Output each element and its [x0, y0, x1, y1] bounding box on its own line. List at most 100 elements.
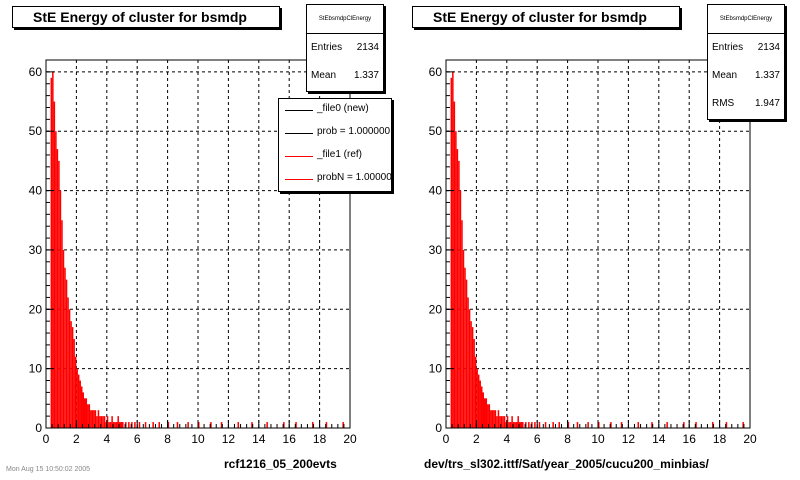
histogram-bar: [450, 77, 453, 428]
x-tick-label: 12: [622, 432, 636, 446]
histogram-bar: [111, 416, 113, 428]
histogram-bar: [651, 422, 653, 428]
histogram-bar: [114, 422, 116, 428]
histogram-bar: [79, 380, 81, 428]
histogram-bar: [134, 422, 136, 428]
histogram-bar: [567, 422, 570, 428]
x-tick-label: 10: [191, 432, 205, 446]
x-tick-label: 14: [252, 432, 266, 446]
histogram-bar: [106, 416, 109, 428]
histogram-bar: [666, 422, 668, 428]
x-tick-label: 0: [443, 432, 450, 446]
histogram-bar: [505, 422, 507, 428]
histogram-bar: [473, 338, 475, 428]
histogram-bar: [283, 422, 285, 428]
x-tick-label: 2: [473, 432, 480, 446]
x-tick-label: 2: [73, 432, 80, 446]
histogram-bar: [105, 422, 107, 428]
legend-entry: _file1 (ref): [279, 145, 391, 168]
histogram-bar: [453, 101, 456, 428]
histogram-bar: [517, 416, 519, 428]
x-tick-label: 18: [313, 432, 327, 446]
histogram-bar: [176, 422, 179, 428]
histogram-bar: [518, 422, 521, 428]
histogram-bar: [53, 101, 56, 428]
x-tick-label: 4: [103, 432, 110, 446]
legend-label: probN = 1.000000: [317, 172, 392, 183]
histogram-bar: [695, 422, 697, 428]
legend-entry: prob = 1.000000: [279, 122, 391, 145]
x-tick-label: 16: [683, 432, 697, 446]
histogram-bar: [461, 220, 463, 428]
histogram-bar: [484, 398, 486, 428]
histogram-bar: [502, 416, 504, 428]
x-tick-label: 20: [743, 432, 757, 446]
histogram-bar: [476, 368, 478, 428]
histogram-bar: [312, 422, 314, 428]
footer-date: Mon Aug 15 10:50:02 2005: [6, 466, 91, 473]
x-tick-label: 18: [713, 432, 727, 446]
stats-mean-value: 1.337: [353, 70, 379, 81]
legend-line: [285, 179, 313, 180]
stats-entries-value: 2134: [757, 42, 780, 53]
stats-mean-row: Mean 1.337: [708, 62, 784, 90]
histogram-bar: [65, 279, 68, 428]
y-tick-label: 50: [29, 124, 43, 138]
histogram-bar: [576, 422, 579, 428]
histogram-bar: [102, 416, 104, 428]
histogram-bar: [512, 422, 515, 428]
y-tick-label: 20: [429, 302, 443, 316]
histogram-bar: [117, 416, 119, 428]
histogram-right: 0 2 4 6 8 10 12 14 16 18 20 0 10 20 30 40 50 60: [429, 59, 757, 446]
histogram-bar: [491, 410, 494, 428]
histogram-bar: [109, 422, 112, 428]
x-tick-label: 12: [222, 432, 236, 446]
histogram-bar: [85, 398, 88, 428]
histogram-bar: [87, 404, 89, 428]
histogram-bar: [500, 416, 503, 428]
x-tick-label: 0: [43, 432, 50, 446]
histogram-bar: [295, 422, 297, 428]
y-tick-label: 60: [29, 65, 43, 79]
histogram-bar: [80, 386, 83, 428]
stats-name: StEbsmdpClEnergy: [708, 5, 784, 34]
x-tick-label: 4: [503, 432, 510, 446]
x-tick-label: 8: [564, 432, 571, 446]
histogram-bar: [479, 380, 481, 428]
legend-line: [285, 133, 313, 134]
histogram-bar: [61, 220, 63, 428]
y-tick-label: 40: [29, 184, 43, 198]
histogram-bar: [485, 398, 488, 428]
histogram-bar: [637, 422, 640, 428]
histogram-bar: [76, 368, 78, 428]
histogram-bar: [598, 422, 600, 428]
stats-box-right: StEbsmdpClEnergy Entries 2134 Mean 1.337…: [707, 4, 785, 120]
y-tick-label: 50: [429, 124, 443, 138]
stats-mean-label: Mean: [712, 70, 738, 81]
histogram-bar: [82, 392, 84, 428]
histogram-bar: [112, 422, 115, 428]
histogram-bar: [496, 416, 498, 428]
histogram-bar: [100, 416, 103, 428]
caption-right: dev/trs_sl302.ittf/Sat/year_2005/cucu200…: [424, 457, 709, 471]
histogram-bar: [125, 422, 127, 428]
stats-rms-row: RMS 1.947: [708, 90, 784, 118]
histogram-bar: [525, 422, 527, 428]
histogram-bar: [96, 416, 98, 428]
histogram-bar: [74, 356, 77, 428]
histogram-bar: [552, 422, 554, 428]
histogram-bar: [220, 422, 223, 428]
stats-box-left: StEbsmdpClEnergy Entries 2134 Mean 1.337: [306, 4, 384, 92]
legend-entry: probN = 1.000000: [279, 168, 391, 191]
histogram-bar: [455, 131, 457, 428]
histogram-bar: [494, 410, 497, 428]
legend-label: prob = 1.000000: [317, 126, 391, 137]
stats-mean-value: 1.337: [754, 70, 780, 81]
histogram-bar: [210, 422, 212, 428]
histogram-bar: [506, 416, 509, 428]
histogram-bar: [118, 422, 121, 428]
histogram-bar: [499, 416, 501, 428]
histogram-bar: [482, 392, 484, 428]
histogram-bar: [68, 309, 71, 428]
